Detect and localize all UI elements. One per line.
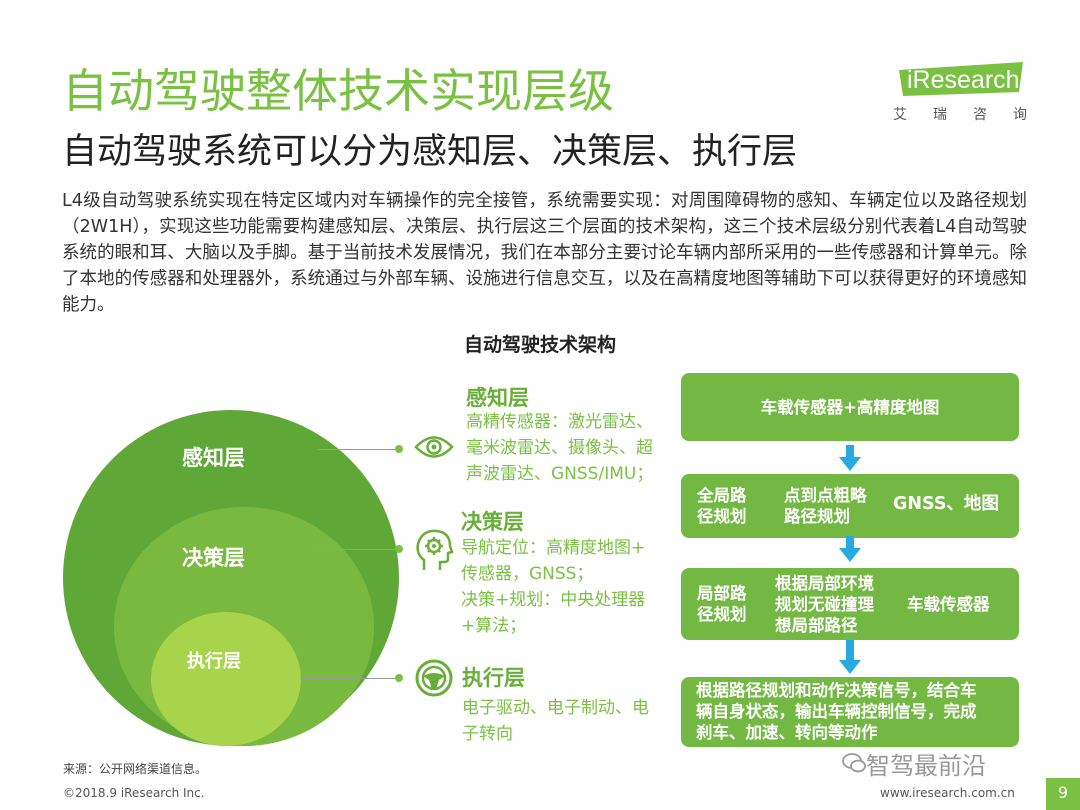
flow-box-label: 车载传感器 — [907, 595, 990, 614]
flow-box-line: 全局路 — [697, 486, 747, 505]
steering-wheel-icon — [415, 659, 453, 697]
intro-paragraph: L4级自动驾驶系统实现在特定区域内对车辆操作的完全接管，系统需要实现：对周围障碍… — [62, 191, 1027, 315]
flow-box-line: 局部路 — [697, 584, 747, 603]
description-line: 高精传感器：激光雷达、 — [466, 412, 653, 432]
description-line: 传感器，GNSS； — [461, 564, 594, 584]
logo-sub-char: 咨 — [973, 107, 987, 123]
diagram-title: 自动驾驶技术架构 — [463, 334, 616, 356]
wechat-icon — [842, 753, 866, 773]
description-line: 声波雷达、GNSS/IMU； — [466, 464, 654, 484]
connector-dot — [395, 674, 403, 682]
copyright: ©2018.9 iResearch Inc. — [63, 786, 205, 800]
watermark-text: 智驾最前沿 — [866, 752, 986, 780]
brain-gear-icon — [416, 529, 454, 570]
flow-box-line: 径规划 — [697, 605, 747, 624]
page-number: 9 — [1046, 778, 1080, 810]
flow-box-control-output: 根据路径规划和动作决策信号，结合车 辆自身状态，输出车辆控制信号，完成 刹车、加… — [681, 677, 1019, 747]
execution-layer-description: 电子驱动、电子制动、电 子转向 — [462, 695, 649, 747]
logo-sub-char: 艾 — [893, 107, 907, 123]
decision-circle-label: 决策层 — [182, 546, 245, 570]
website-link[interactable]: www.iresearch.com.cn — [880, 786, 1015, 800]
connector-line — [300, 678, 398, 679]
iresearch-logo: iResearch — [899, 62, 1023, 96]
execution-circle-label: 执行层 — [187, 651, 241, 672]
description-line: 电子驱动、电子制动、电 — [462, 698, 649, 718]
flow-box-local-planning: 局部路 径规划 根据局部环境 规划无碰撞理 想局部路径 车载传感器 — [681, 568, 1019, 640]
decision-layer-heading: 决策层 — [461, 510, 524, 534]
flow-box-line: 刹车、加速、转向等动作 — [696, 723, 878, 742]
connector-dot — [395, 445, 403, 453]
description-line: +算法； — [461, 616, 527, 636]
logo-text: iResearch — [907, 66, 1020, 94]
flow-box-line: 辆自身状态，输出车辆控制信号，完成 — [696, 702, 977, 721]
flow-box-line: 规划无碰撞理 — [775, 595, 874, 614]
connector-dot — [395, 545, 403, 553]
logo-sub-char: 询 — [1013, 107, 1027, 123]
connector-line — [318, 549, 398, 550]
flow-box-line: 根据路径规划和动作决策信号，结合车 — [696, 681, 977, 700]
decision-layer-description: 导航定位：高精度地图+ 传感器，GNSS； 决策+规划：中央处理器 +算法； — [461, 535, 645, 639]
page-title: 自动驾驶整体技术实现层级 — [62, 64, 614, 118]
flow-box-global-planning: 全局路 径规划 点到点粗略 路径规划 GNSS、地图 — [681, 474, 1019, 538]
flow-box-label: GNSS、地图 — [893, 494, 999, 514]
down-arrow-icon — [839, 640, 861, 674]
flow-box-line: 想局部路径 — [775, 616, 858, 635]
description-line: 毫米波雷达、摄像头、超 — [466, 438, 653, 458]
flow-box-line: 路径规划 — [784, 507, 850, 526]
flow-box-label: 车载传感器+高精度地图 — [760, 398, 940, 417]
flow-box-label: 点到点粗略 路径规划 — [784, 485, 867, 527]
description-line: 导航定位：高精度地图+ — [461, 538, 646, 558]
description-line: 决策+规划：中央处理器 — [461, 590, 646, 610]
execution-circle — [151, 612, 301, 746]
perception-layer-description: 高精传感器：激光雷达、 毫米波雷达、摄像头、超 声波雷达、GNSS/IMU； — [466, 409, 653, 487]
down-arrow-icon — [839, 536, 861, 562]
connector-line — [318, 449, 398, 450]
logo-subtitle: 艾 瑞 咨 询 — [893, 104, 1027, 124]
execution-layer-heading: 执行层 — [462, 666, 525, 690]
flow-box-label: 局部路 径规划 — [697, 583, 747, 625]
logo-sub-char: 瑞 — [933, 107, 947, 123]
flow-box-label: 全局路 径规划 — [697, 485, 747, 527]
down-arrow-icon — [839, 445, 861, 471]
perception-circle-label: 感知层 — [182, 446, 245, 470]
flow-box-sensors-map: 车载传感器+高精度地图 — [681, 373, 1019, 441]
source-note: 来源：公开网络渠道信息。 — [63, 762, 208, 776]
flow-box-line: 点到点粗略 — [784, 486, 867, 505]
flow-box-line: 根据局部环境 — [775, 574, 874, 593]
description-line: 子转向 — [462, 724, 513, 744]
page-subtitle: 自动驾驶系统可以分为感知层、决策层、执行层 — [62, 132, 798, 172]
flow-box-line: 径规划 — [697, 507, 747, 526]
perception-layer-heading: 感知层 — [466, 386, 529, 410]
eye-icon — [414, 436, 454, 458]
flow-box-label: 根据路径规划和动作决策信号，结合车 辆自身状态，输出车辆控制信号，完成 刹车、加… — [696, 680, 977, 743]
flow-box-label: 根据局部环境 规划无碰撞理 想局部路径 — [775, 573, 874, 636]
